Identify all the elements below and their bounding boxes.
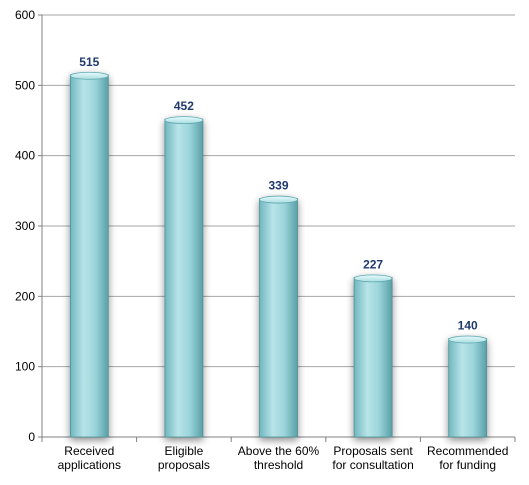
bar-cap — [448, 335, 488, 344]
y-tick-label: 100 — [15, 360, 35, 374]
y-tick-label: 200 — [15, 289, 35, 303]
bar-body — [164, 118, 204, 438]
bar-body — [69, 74, 109, 438]
data-label: 227 — [363, 257, 383, 271]
y-tick-label: 0 — [28, 430, 35, 444]
bar — [448, 335, 488, 438]
y-tick-label: 300 — [15, 219, 35, 233]
data-label: 140 — [458, 319, 478, 333]
category-label: Proposals sent — [333, 444, 413, 458]
category-label: Eligible — [165, 444, 204, 458]
bar — [69, 71, 109, 438]
bar-cap — [69, 71, 109, 80]
y-tick-label: 400 — [15, 149, 35, 163]
bar — [164, 116, 204, 438]
category-label: Above the 60% — [238, 444, 320, 458]
bars — [69, 71, 488, 438]
bar-cap — [353, 274, 393, 283]
data-label: 515 — [79, 55, 99, 69]
category-label: proposals — [158, 458, 210, 472]
y-tick-label: 600 — [15, 8, 35, 22]
bar-body — [353, 276, 393, 438]
bar-body — [259, 198, 298, 438]
data-label: 452 — [174, 99, 194, 113]
bar — [259, 195, 298, 438]
category-label: for funding — [439, 458, 496, 472]
category-label: for consultation — [332, 458, 413, 472]
category-label: Recommended — [427, 444, 508, 458]
category-label: applications — [58, 458, 121, 472]
bar-body — [448, 338, 488, 438]
bar — [353, 274, 393, 438]
bar-cap — [164, 116, 204, 124]
bar-cap — [259, 195, 298, 204]
y-tick-label: 500 — [15, 78, 35, 92]
data-label: 339 — [268, 179, 288, 193]
category-label: Received — [64, 444, 114, 458]
category-label: threshold — [254, 458, 303, 472]
